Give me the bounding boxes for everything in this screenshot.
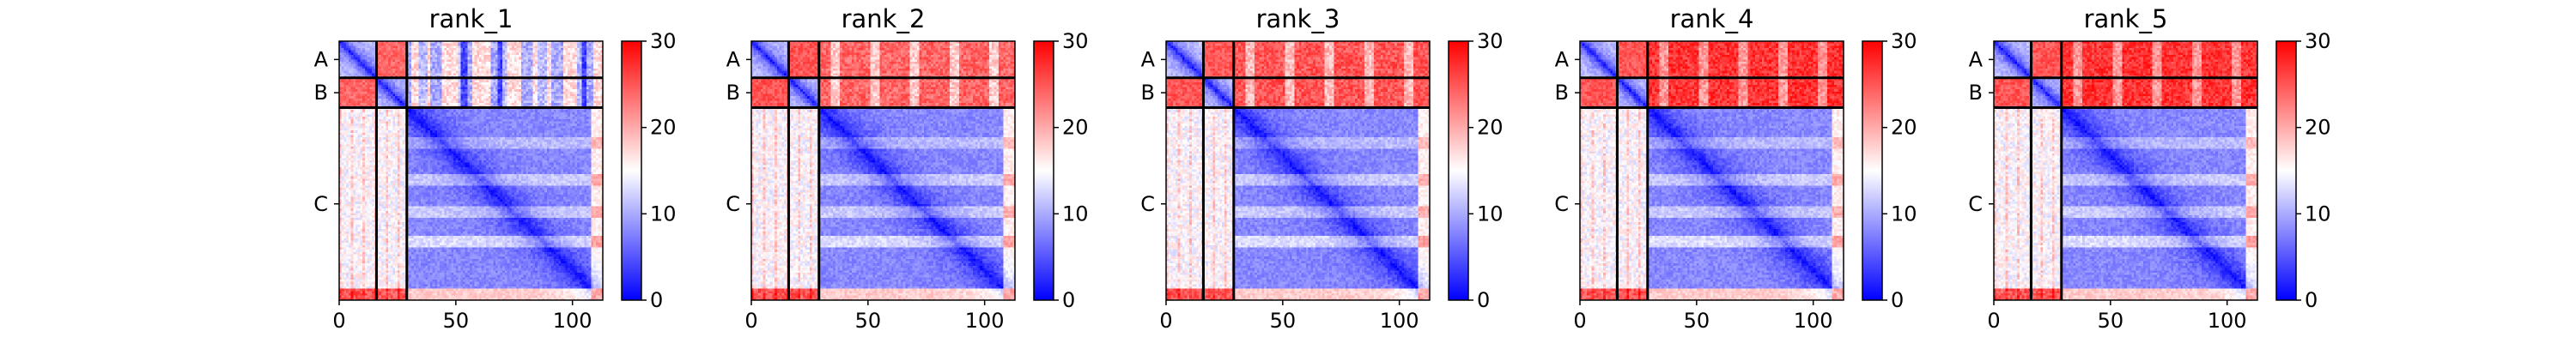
panel-title: rank_4	[1670, 4, 1754, 33]
chain-label: B	[1555, 81, 1569, 105]
pae-heatmap	[1580, 41, 1844, 300]
axes-frame	[1579, 40, 1844, 301]
pae-panel-4: rank_4 AB C 0 50 100 0 10 20 30	[1554, 4, 1917, 333]
colorbar-tick-label: 30	[1477, 29, 1504, 53]
chain-label: A	[726, 47, 741, 71]
colorbar	[1033, 40, 1054, 301]
panel-title: rank_5	[2084, 4, 2168, 33]
x-tick-label: 50	[443, 309, 470, 333]
x-tick-label: 100	[965, 309, 1005, 333]
colorbar-tick-label: 20	[2305, 116, 2331, 140]
chain-label: C	[313, 192, 328, 216]
colorbar	[1448, 40, 1469, 301]
x-tick-label: 100	[1380, 309, 1419, 333]
colorbar-tick-label: 10	[2305, 202, 2331, 226]
x-tick-label: 0	[1987, 309, 2000, 333]
pae-heatmap	[751, 41, 1015, 300]
panel-title: rank_2	[841, 4, 926, 33]
pae-panel-3: rank_3 AB C 0 50 100 0 10 20 30	[1140, 4, 1503, 333]
axes-frame	[338, 40, 604, 301]
chain-label: B	[726, 81, 740, 105]
x-tick-label: 100	[553, 309, 592, 333]
colorbar-tick-label: 10	[1891, 202, 1917, 226]
chain-label: A	[1969, 47, 1984, 71]
pae-panel-2: rank_2 AB C 0 50 100 0 10 20 30	[726, 4, 1088, 333]
colorbar-tick-label: 0	[1477, 288, 1490, 312]
chain-label: C	[1968, 192, 1983, 216]
colorbar	[1862, 40, 1883, 301]
pae-heatmap	[1994, 41, 2257, 300]
colorbar-tick-label: 30	[650, 29, 677, 53]
chain-label: A	[314, 47, 329, 71]
colorbar-tick-label: 0	[1062, 288, 1075, 312]
chain-label: C	[726, 192, 740, 216]
chain-label: C	[1140, 192, 1155, 216]
x-tick-label: 0	[744, 309, 757, 333]
colorbar-tick-label: 20	[650, 116, 677, 140]
x-tick-label: 0	[1159, 309, 1172, 333]
colorbar-tick-label: 30	[1062, 29, 1089, 53]
chain-label: B	[314, 81, 328, 105]
pae-panel-5: rank_5 AB C 0 50 100 0 10 20 30	[1968, 4, 2330, 333]
colorbar-tick-label: 0	[650, 288, 663, 312]
x-tick-label: 100	[1794, 309, 1833, 333]
chain-label: B	[1969, 81, 1983, 105]
x-tick-label: 50	[1684, 309, 1710, 333]
axes-frame	[1993, 40, 2258, 301]
chain-label: C	[1554, 192, 1569, 216]
colorbar-tick-label: 0	[2305, 288, 2318, 312]
pae-heatmap	[339, 41, 603, 300]
x-tick-label: 50	[2098, 309, 2124, 333]
chain-label: A	[1141, 47, 1156, 71]
colorbar-tick-label: 20	[1477, 116, 1504, 140]
x-tick-label: 100	[2208, 309, 2247, 333]
colorbar-tick-label: 30	[2305, 29, 2331, 53]
panel-title: rank_1	[429, 4, 513, 33]
axes-frame	[750, 40, 1016, 301]
panel-title: rank_3	[1256, 4, 1340, 33]
colorbar-tick-label: 0	[1891, 288, 1904, 312]
colorbar-tick-label: 20	[1062, 116, 1089, 140]
x-tick-label: 0	[1573, 309, 1586, 333]
colorbar-tick-label: 10	[1477, 202, 1504, 226]
x-tick-label: 50	[855, 309, 882, 333]
colorbar-tick-label: 10	[1062, 202, 1089, 226]
colorbar	[2275, 40, 2297, 301]
pae-panel-1: rank_1 AB C 0 50 100 0 10 20 30	[313, 4, 676, 333]
colorbar-tick-label: 30	[1891, 29, 1917, 53]
axes-frame	[1165, 40, 1431, 301]
x-tick-label: 0	[332, 309, 345, 333]
chain-label: A	[1555, 47, 1570, 71]
colorbar	[621, 40, 642, 301]
chain-label: B	[1141, 81, 1155, 105]
colorbar-tick-label: 10	[650, 202, 677, 226]
pae-heatmap	[1166, 41, 1430, 300]
x-tick-label: 50	[1270, 309, 1297, 333]
colorbar-tick-label: 20	[1891, 116, 1917, 140]
